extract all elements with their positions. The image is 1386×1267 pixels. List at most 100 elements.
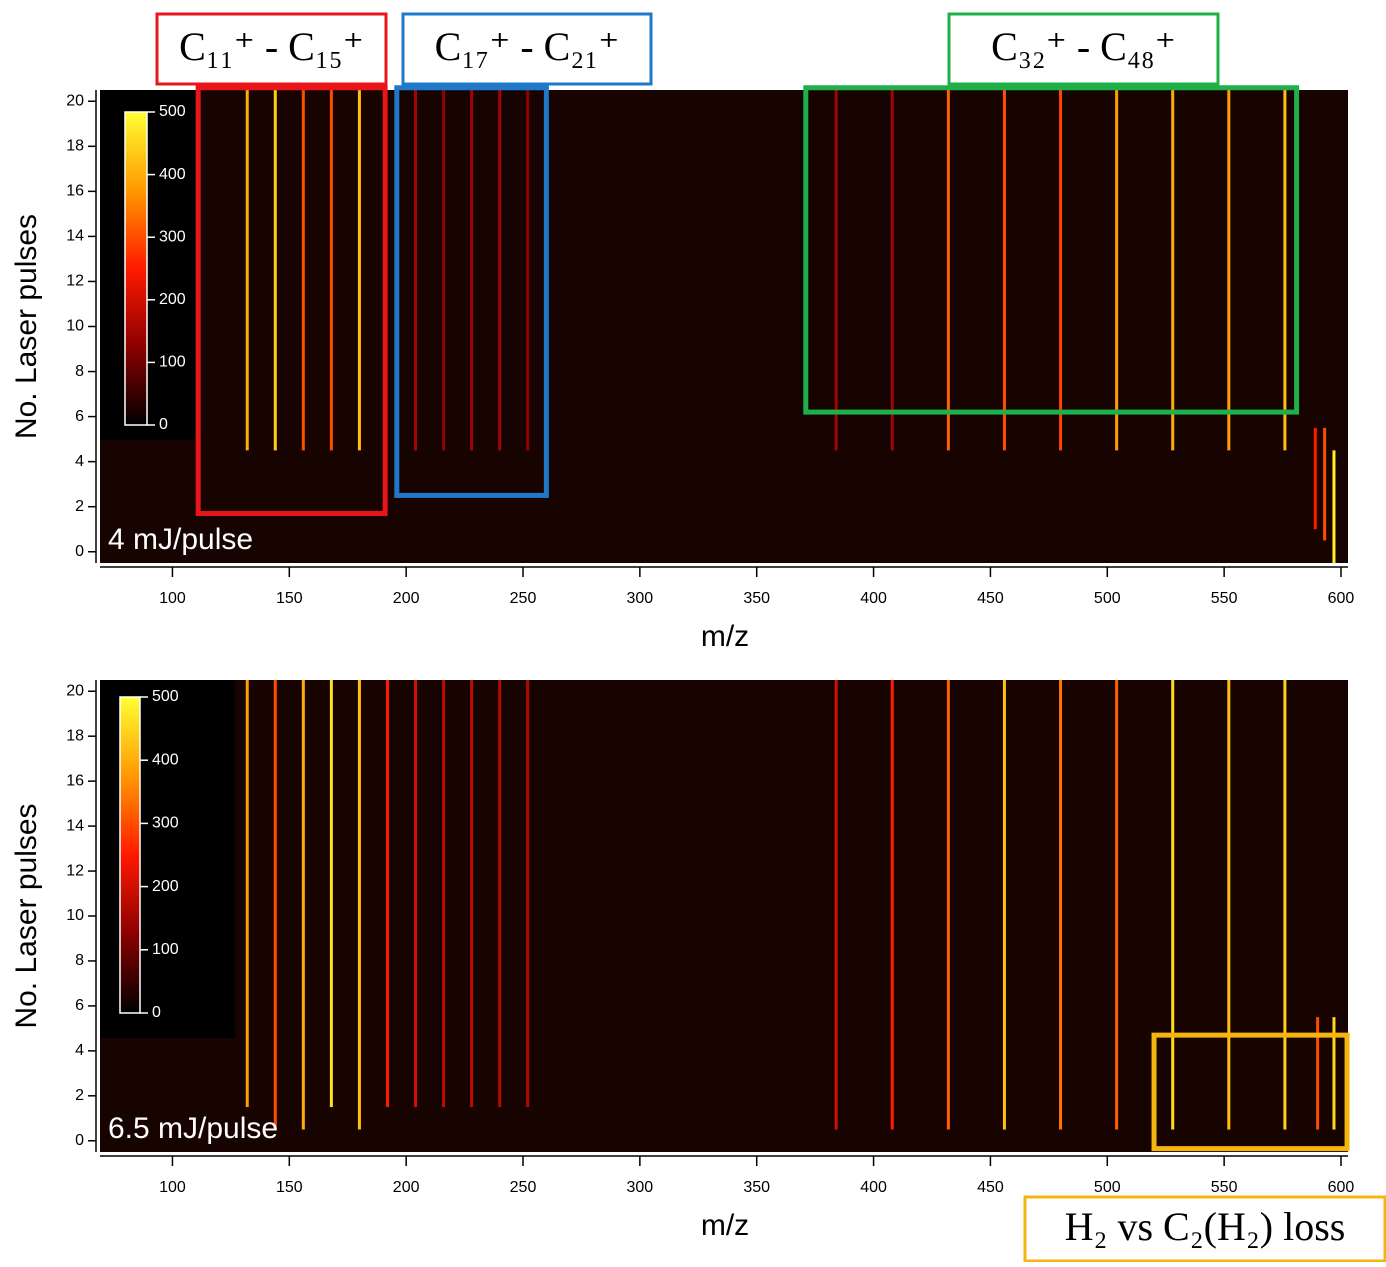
- y-tick-label: 16: [66, 183, 84, 200]
- intensity-line: [329, 680, 333, 1108]
- y-tick-label: 2: [75, 498, 84, 515]
- y-tick-label: 20: [66, 92, 84, 109]
- intensity-line: [1332, 1017, 1336, 1130]
- colorbar-tick-label: 200: [152, 878, 179, 895]
- x-tick-label: 400: [860, 590, 887, 607]
- colorbar-tick-label: 100: [159, 354, 186, 371]
- y-axis-title: No. Laser pulses: [10, 214, 43, 439]
- x-tick-label: 550: [1211, 590, 1238, 607]
- colorbar: [119, 696, 141, 1014]
- region-label: H₂ vs C₂(H₂) loss: [1065, 1204, 1346, 1249]
- y-tick-label: 4: [75, 453, 84, 470]
- intensity-line: [357, 90, 361, 451]
- region-label-box: [155, 12, 388, 86]
- intensity-line: [526, 90, 530, 451]
- y-tick-label: 14: [66, 817, 84, 834]
- intensity-line: [834, 90, 838, 451]
- x-tick-label: 250: [510, 590, 537, 607]
- intensity-line: [890, 680, 894, 1130]
- y-tick-label: 6: [75, 408, 84, 425]
- intensity-line: [245, 90, 249, 451]
- y-tick-label: 0: [75, 543, 84, 560]
- colorbar-tick-label: 500: [152, 688, 179, 705]
- intensity-line: [442, 680, 446, 1108]
- y-tick-label: 12: [66, 273, 84, 290]
- x-tick-label: 500: [1094, 590, 1121, 607]
- colorbar-tick-label: 300: [152, 815, 179, 832]
- x-axis-title: m/z: [701, 1209, 749, 1242]
- colorbar-tick-label: 0: [152, 1004, 161, 1021]
- intensity-line: [1323, 427, 1327, 541]
- colorbar-tick-label: 500: [159, 103, 186, 120]
- y-tick-label: 10: [66, 907, 84, 924]
- region-label-box: [401, 12, 653, 86]
- y-tick-label: 8: [75, 363, 84, 380]
- x-tick-label: 300: [627, 1179, 654, 1196]
- intensity-line: [329, 90, 333, 451]
- y-tick-label: 10: [66, 318, 84, 335]
- colorbar-tick-label: 400: [152, 751, 179, 768]
- highlight-region: [195, 85, 388, 516]
- plot-background: [100, 90, 1348, 563]
- x-axis-title: m/z: [701, 620, 749, 653]
- x-tick-label: 350: [743, 590, 770, 607]
- intensity-line: [414, 680, 418, 1108]
- intensity-line: [1283, 680, 1287, 1130]
- intensity-line: [1115, 680, 1119, 1130]
- intensity-line: [442, 90, 446, 451]
- y-axis-title: No. Laser pulses: [10, 803, 43, 1028]
- x-tick-label: 150: [276, 1179, 303, 1196]
- y-tick-label: 18: [66, 727, 84, 744]
- colorbar-background: [100, 90, 200, 440]
- intensity-line: [946, 90, 950, 451]
- y-tick-label: 6: [75, 997, 84, 1014]
- intensity-line: [1283, 90, 1287, 451]
- intensity-line: [1059, 680, 1063, 1130]
- colorbar-tick-label: 300: [159, 228, 186, 245]
- intensity-line: [385, 680, 389, 1108]
- intensity-line: [526, 680, 530, 1108]
- x-tick-label: 500: [1094, 1179, 1121, 1196]
- region-label-box: [1023, 1195, 1386, 1263]
- intensity-line: [1313, 427, 1317, 530]
- y-tick-label: 16: [66, 772, 84, 789]
- intensity-line: [1171, 90, 1175, 451]
- x-tick-label: 250: [510, 1179, 537, 1196]
- y-tick-label: 8: [75, 952, 84, 969]
- region-label: C₁₁⁺ - C₁₅⁺: [179, 24, 364, 69]
- intensity-line: [1115, 90, 1119, 451]
- colorbar: [124, 111, 148, 426]
- intensity-line: [1171, 680, 1175, 1130]
- intensity-line: [273, 680, 277, 1130]
- intensity-line: [273, 90, 277, 451]
- highlight-region: [1151, 1032, 1350, 1152]
- intensity-line: [498, 680, 502, 1108]
- intensity-line: [1332, 450, 1336, 563]
- intensity-line: [357, 680, 361, 1130]
- intensity-line: [946, 680, 950, 1130]
- y-tick-label: 14: [66, 228, 84, 245]
- intensity-line: [301, 90, 305, 451]
- x-tick-label: 300: [627, 590, 654, 607]
- intensity-line: [1002, 90, 1006, 451]
- intensity-line: [470, 90, 474, 451]
- intensity-line: [1002, 680, 1006, 1130]
- y-tick-label: 12: [66, 862, 84, 879]
- region-label: C₁₇⁺ - C₂₁⁺: [435, 24, 620, 69]
- y-tick-label: 0: [75, 1132, 84, 1149]
- y-tick-label: 2: [75, 1087, 84, 1104]
- y-tick-label: 18: [66, 138, 84, 155]
- region-label-box: [947, 12, 1220, 86]
- x-tick-label: 200: [393, 590, 420, 607]
- intensity-line: [1059, 90, 1063, 451]
- intensity-line: [1316, 1017, 1320, 1130]
- x-tick-label: 200: [393, 1179, 420, 1196]
- intensity-line: [1227, 680, 1231, 1130]
- region-label: C₃₂⁺ - C₄₈⁺: [991, 24, 1176, 69]
- x-tick-label: 600: [1328, 590, 1355, 607]
- colorbar-tick-label: 400: [159, 166, 186, 183]
- plot-background: [100, 680, 1348, 1152]
- x-tick-label: 450: [977, 590, 1004, 607]
- intensity-line: [498, 90, 502, 451]
